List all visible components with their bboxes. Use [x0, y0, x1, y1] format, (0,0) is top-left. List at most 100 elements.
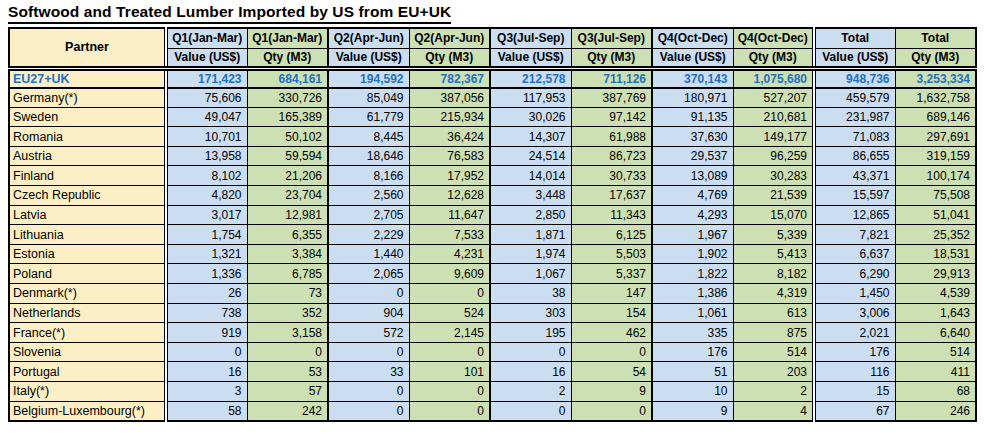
value-cell: 738	[166, 303, 247, 323]
value-cell: 2	[490, 382, 571, 402]
value-cell: 61,779	[328, 107, 409, 127]
value-cell: 231,987	[814, 107, 895, 127]
value-cell: 948,736	[814, 68, 895, 88]
report-page: Softwood and Treated Lumber Imported by …	[0, 0, 992, 422]
col-header-metric: Value (US$)	[328, 48, 409, 68]
qty-cell: 1,075,680	[733, 68, 814, 88]
partner-cell: Netherlands	[9, 303, 166, 323]
value-cell: 43,371	[814, 166, 895, 186]
partner-cell: Austria	[9, 146, 166, 166]
qty-cell: 242	[247, 401, 328, 421]
value-cell: 195	[490, 323, 571, 343]
qty-cell: 387,769	[571, 88, 652, 108]
qty-cell: 411	[895, 362, 976, 382]
partner-cell: Lithuania	[9, 225, 166, 245]
value-cell: 51	[652, 362, 733, 382]
page-title: Softwood and Treated Lumber Imported by …	[8, 3, 451, 24]
value-cell: 0	[328, 342, 409, 362]
value-cell: 38	[490, 284, 571, 304]
qty-cell: 4,319	[733, 284, 814, 304]
partner-cell: Denmark(*)	[9, 284, 166, 304]
qty-cell: 30,733	[571, 166, 652, 186]
value-cell: 1,450	[814, 284, 895, 304]
value-cell: 1,974	[490, 244, 571, 264]
qty-cell: 8,182	[733, 264, 814, 284]
value-cell: 0	[490, 401, 571, 421]
value-cell: 26	[166, 284, 247, 304]
col-header-metric: Value (US$)	[166, 48, 247, 68]
value-cell: 0	[328, 284, 409, 304]
col-header-period: Q3(Jul-Sep)	[571, 28, 652, 48]
col-header-metric: Qty (M3)	[733, 48, 814, 68]
value-cell: 0	[166, 342, 247, 362]
col-header-period: Total	[895, 28, 976, 48]
table-row: Slovenia000000176514176514	[9, 342, 976, 362]
table-row: Poland1,3366,7852,0659,6091,0675,3371,82…	[9, 264, 976, 284]
qty-cell: 17,952	[409, 166, 490, 186]
table-row: EU27+UK171,423684,161194,592782,367212,5…	[9, 68, 976, 88]
qty-cell: 0	[247, 342, 328, 362]
qty-cell: 7,533	[409, 225, 490, 245]
value-cell: 6,637	[814, 244, 895, 264]
partner-cell: Estonia	[9, 244, 166, 264]
header-row-periods: PartnerQ1(Jan-Mar)Q1(Jan-Mar)Q2(Apr-Jun)…	[9, 28, 976, 48]
qty-cell: 57	[247, 382, 328, 402]
value-cell: 335	[652, 323, 733, 343]
value-cell: 3,006	[814, 303, 895, 323]
table-row: France(*)9193,1585722,1451954623358752,0…	[9, 323, 976, 343]
qty-cell: 4	[733, 401, 814, 421]
qty-cell: 61,988	[571, 127, 652, 147]
qty-cell: 23,704	[247, 186, 328, 206]
qty-cell: 462	[571, 323, 652, 343]
value-cell: 904	[328, 303, 409, 323]
value-cell: 2,021	[814, 323, 895, 343]
partner-header: Partner	[9, 28, 166, 68]
value-cell: 1,967	[652, 225, 733, 245]
value-cell: 14,014	[490, 166, 571, 186]
partner-cell: Romania	[9, 127, 166, 147]
qty-cell: 30,283	[733, 166, 814, 186]
value-cell: 33	[328, 362, 409, 382]
qty-cell: 875	[733, 323, 814, 343]
qty-cell: 9,609	[409, 264, 490, 284]
value-cell: 3,448	[490, 186, 571, 206]
value-cell: 176	[652, 342, 733, 362]
qty-cell: 297,691	[895, 127, 976, 147]
value-cell: 2,850	[490, 205, 571, 225]
value-cell: 10	[652, 382, 733, 402]
value-cell: 303	[490, 303, 571, 323]
value-cell: 14,307	[490, 127, 571, 147]
value-cell: 16	[166, 362, 247, 382]
value-cell: 18,646	[328, 146, 409, 166]
value-cell: 459,579	[814, 88, 895, 108]
qty-cell: 1,643	[895, 303, 976, 323]
partner-cell: Poland	[9, 264, 166, 284]
value-cell: 171,423	[166, 68, 247, 88]
qty-cell: 246	[895, 401, 976, 421]
col-header-metric: Qty (M3)	[571, 48, 652, 68]
qty-cell: 25,352	[895, 225, 976, 245]
qty-cell: 524	[409, 303, 490, 323]
value-cell: 58	[166, 401, 247, 421]
qty-cell: 15,070	[733, 205, 814, 225]
qty-cell: 29,913	[895, 264, 976, 284]
value-cell: 85,049	[328, 88, 409, 108]
value-cell: 13,958	[166, 146, 247, 166]
value-cell: 24,514	[490, 146, 571, 166]
partner-cell: Latvia	[9, 205, 166, 225]
qty-cell: 1,632,758	[895, 88, 976, 108]
qty-cell: 11,343	[571, 205, 652, 225]
value-cell: 3	[166, 382, 247, 402]
value-cell: 1,871	[490, 225, 571, 245]
table-row: Latvia3,01712,9812,70511,6472,85011,3434…	[9, 205, 976, 225]
table-row: Czech Republic4,82023,7042,56012,6283,44…	[9, 186, 976, 206]
value-cell: 2,705	[328, 205, 409, 225]
qty-cell: 711,126	[571, 68, 652, 88]
qty-cell: 68	[895, 382, 976, 402]
qty-cell: 5,339	[733, 225, 814, 245]
qty-cell: 154	[571, 303, 652, 323]
qty-cell: 352	[247, 303, 328, 323]
partner-cell: Finland	[9, 166, 166, 186]
partner-cell: Slovenia	[9, 342, 166, 362]
col-header-metric: Value (US$)	[490, 48, 571, 68]
